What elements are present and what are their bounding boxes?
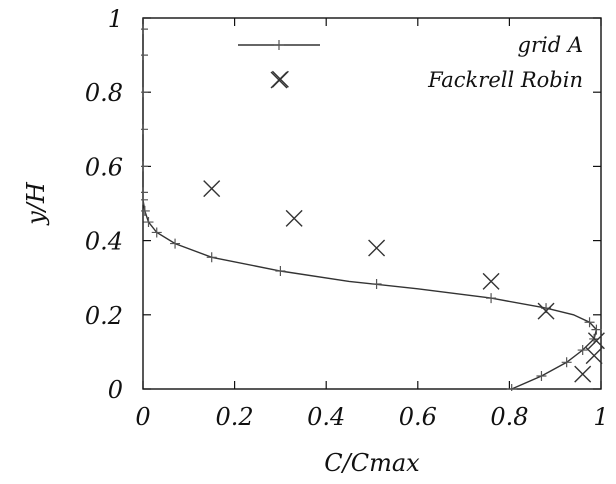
legend-plus-marker (274, 40, 284, 50)
series (141, 18, 605, 391)
legend-marker-grid-a (274, 40, 284, 50)
x-tick-label-1: 0.2 (216, 403, 254, 431)
x-tick-label-4: 0.8 (490, 403, 528, 431)
y-tick-label-4: 0.8 (85, 79, 123, 107)
grid-a-marker-22 (141, 24, 148, 35)
y-tick-label-5: 1 (108, 5, 123, 33)
x-axis-label: C/Cmax (324, 449, 420, 477)
grid-a-marker-18 (141, 161, 148, 172)
grid-a-marker-15 (141, 205, 150, 216)
legend: grid A Fackrell Robin (238, 33, 583, 92)
grid-a-marker-3 (577, 345, 588, 356)
grid-a-marker-20 (141, 87, 148, 98)
grid-a-marker-19 (141, 124, 148, 135)
grid-a-marker-13 (151, 227, 162, 238)
x-tick-label-3: 0.6 (399, 403, 437, 431)
x-tick-label-0: 0 (135, 403, 150, 431)
grid-a-marker-21 (141, 50, 148, 61)
y-tick-label-1: 0.2 (85, 302, 123, 330)
fackrell-robin-point-8 (574, 365, 592, 383)
grid-a-marker-14 (143, 217, 154, 228)
fackrell-robin-point-5 (537, 302, 555, 320)
grid-a-marker-9 (371, 279, 382, 290)
grid-a-marker-5 (591, 324, 602, 335)
legend-label-grid-a: grid A (518, 33, 583, 57)
x-tick-label-2: 0.4 (307, 403, 345, 431)
fackrell-robin-point-1 (203, 180, 221, 198)
y-tick-label-2: 0.4 (85, 228, 123, 256)
grid-a-marker-0 (506, 384, 517, 391)
legend-label-fackrell-robin: Fackrell Robin (427, 68, 583, 92)
fackrell-robin-point-2 (285, 209, 303, 227)
x-tick-label-5: 1 (593, 403, 608, 431)
grid-a-marker-6 (584, 317, 595, 328)
y-axis-label: y/H (22, 181, 50, 226)
tick-labels: 0 0.2 0.4 0.6 0.8 1 0 0.2 0.4 0.6 0.8 1 (85, 5, 609, 431)
series-fackrell-robin (203, 70, 605, 383)
grid-a-marker-1 (536, 371, 547, 382)
legend-x-marker (270, 71, 288, 89)
grid-a-marker-2 (561, 357, 572, 368)
fackrell-robin-point-6 (587, 332, 605, 350)
y-tick-label-0: 0 (108, 376, 123, 404)
grid-a-marker-12 (170, 238, 181, 249)
grid-a-marker-8 (486, 293, 497, 304)
y-tick-label-3: 0.6 (85, 153, 123, 181)
grid-a-marker-10 (275, 266, 286, 277)
fackrell-robin-point-4 (482, 272, 500, 290)
fackrell-robin-point-7 (585, 347, 603, 365)
grid-a-marker-17 (141, 187, 148, 198)
fackrell-robin-point-3 (368, 239, 386, 257)
grid-a-marker-11 (206, 252, 217, 263)
